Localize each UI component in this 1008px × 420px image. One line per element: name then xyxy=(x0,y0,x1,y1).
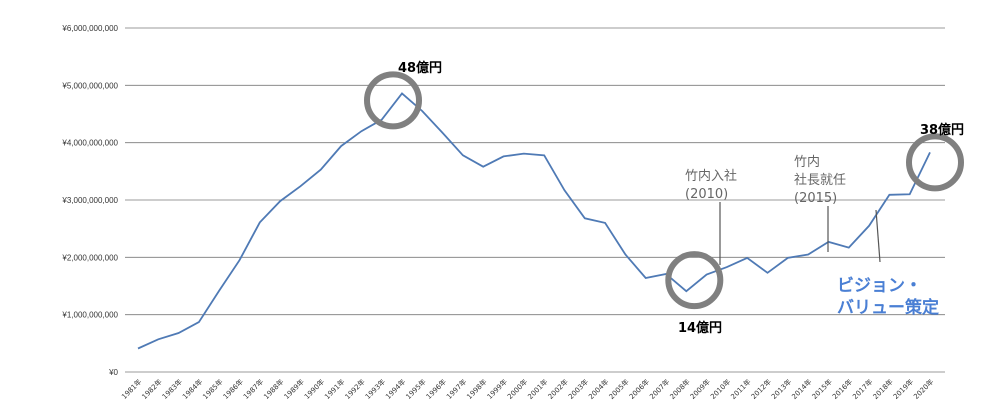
latest-highlight-circle xyxy=(906,133,964,192)
peak-value-label: 48億円 xyxy=(398,60,442,76)
x-tick-label: 1991年 xyxy=(323,377,347,401)
x-tick-label: 1983年 xyxy=(160,377,184,401)
low-highlight-circle xyxy=(665,251,724,310)
x-tick-label: 1985年 xyxy=(201,377,225,401)
x-tick-label: 2006年 xyxy=(627,377,651,401)
x-tick-label: 2015年 xyxy=(810,377,834,401)
x-tick-label: 2016年 xyxy=(830,377,854,401)
x-tick-label: 1984年 xyxy=(180,377,204,401)
x-tick-label: 1995年 xyxy=(404,377,428,401)
x-tick-label: 2020年 xyxy=(911,377,935,401)
event-2010-line2: (2010) xyxy=(685,187,728,202)
event-2015-line3: (2015) xyxy=(794,191,837,206)
y-tick-label: ¥4,000,000,000 xyxy=(61,139,118,148)
x-tick-label: 1982年 xyxy=(140,377,164,401)
y-tick-label: ¥0 xyxy=(108,368,118,377)
event-2015-line2: 社長就任 xyxy=(794,172,846,188)
x-tick-label: 1987年 xyxy=(241,377,265,401)
x-tick-label: 2002年 xyxy=(546,377,570,401)
x-tick-label: 2017年 xyxy=(851,377,875,401)
x-tick-label: 2019年 xyxy=(891,377,915,401)
x-axis-ticks: 1981年1982年1983年1984年1985年1986年1987年1988年… xyxy=(119,377,935,401)
y-tick-label: ¥3,000,000,000 xyxy=(61,196,118,205)
y-tick-label: ¥5,000,000,000 xyxy=(61,81,118,90)
x-tick-label: 1998年 xyxy=(465,377,489,401)
x-tick-label: 2010年 xyxy=(708,377,732,401)
x-tick-label: 1989年 xyxy=(282,377,306,401)
x-tick-label: 2013年 xyxy=(769,377,793,401)
x-tick-label: 2000年 xyxy=(505,377,529,401)
event-vision-pointer xyxy=(875,209,881,263)
low-value-label: 14億円 xyxy=(678,320,722,336)
latest-value-label: 38億円 xyxy=(920,122,964,138)
x-tick-label: 2014年 xyxy=(790,377,814,401)
x-tick-label: 1994年 xyxy=(383,377,407,401)
x-tick-label: 2018年 xyxy=(871,377,895,401)
x-tick-label: 1999年 xyxy=(485,377,509,401)
x-tick-label: 2012年 xyxy=(749,377,773,401)
y-axis-ticks: ¥0 ¥1,000,000,000 ¥2,000,000,000 ¥3,000,000… xyxy=(61,24,118,377)
y-tick-label: ¥6,000,000,000 xyxy=(61,24,118,33)
revenue-series-line xyxy=(137,92,931,350)
x-tick-label: 1993年 xyxy=(363,377,387,401)
x-tick-label: 1992年 xyxy=(343,377,367,401)
y-tick-label: ¥2,000,000,000 xyxy=(61,253,118,262)
x-tick-label: 1997年 xyxy=(444,377,468,401)
x-tick-label: 1996年 xyxy=(424,377,448,401)
x-tick-label: 2011年 xyxy=(729,377,753,401)
event-2015-line1: 竹内 xyxy=(794,154,820,170)
x-tick-label: 2008年 xyxy=(668,377,692,401)
event-vision-line2: バリュー策定 xyxy=(837,297,939,318)
peak-highlight-circle xyxy=(364,71,422,130)
x-tick-label: 2009年 xyxy=(688,377,712,401)
x-tick-label: 2007年 xyxy=(647,377,671,401)
event-2010-line1: 竹内入社 xyxy=(685,168,737,184)
y-tick-label: ¥1,000,000,000 xyxy=(61,311,118,320)
gridlines xyxy=(125,27,945,373)
x-tick-label: 1990年 xyxy=(302,377,326,401)
x-tick-label: 2004年 xyxy=(587,377,611,401)
x-tick-label: 1986年 xyxy=(221,377,245,401)
x-tick-label: 2001年 xyxy=(526,377,550,401)
event-vision-line1: ビジョン・ xyxy=(837,276,922,296)
x-tick-label: 1988年 xyxy=(262,377,286,401)
x-tick-label: 2005年 xyxy=(607,377,631,401)
x-tick-label: 2003年 xyxy=(566,377,590,401)
x-tick-label: 1981年 xyxy=(119,377,143,401)
